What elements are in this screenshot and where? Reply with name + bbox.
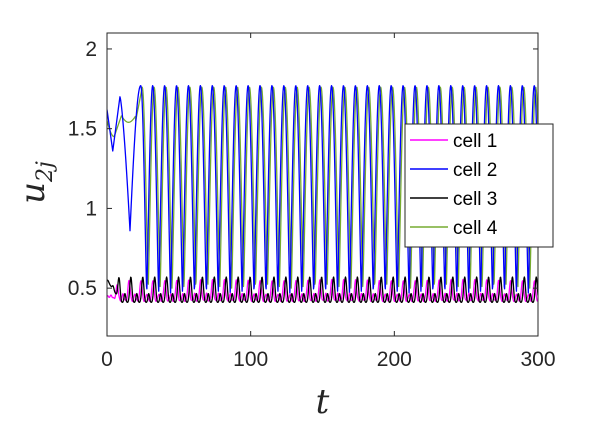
legend-entry: cell 1 <box>453 131 497 152</box>
y-axis-label-subscript: 2j <box>33 161 58 183</box>
x-tick-label: 100 <box>233 348 268 371</box>
legend-entry: cell 2 <box>453 160 497 181</box>
series-line-cell-1 <box>107 278 538 303</box>
legend-entry: cell 4 <box>453 218 498 239</box>
y-tick-label: 2 <box>85 38 97 61</box>
y-tick-label: 0.5 <box>68 277 97 300</box>
plot-area <box>107 84 538 304</box>
y-tick-label: 1.5 <box>68 118 97 141</box>
y-axis-label-base: u <box>13 182 53 204</box>
y-tick-label: 1 <box>85 197 97 220</box>
x-axis-label: t <box>316 382 330 422</box>
x-tick-label: 0 <box>101 348 113 371</box>
x-tick-label: 300 <box>520 348 555 371</box>
legend: cell 1 cell 2 cell 3 cell 4 <box>404 123 554 248</box>
x-tick-label: 200 <box>377 348 412 371</box>
legend-entry: cell 3 <box>453 189 497 210</box>
series-line-cell-4 <box>107 86 538 289</box>
y-axis-label: u2j <box>13 161 58 204</box>
ticks: 0 100 200 300 0.5 1 1.5 2 <box>68 33 556 371</box>
series-line-cell-3 <box>107 276 538 304</box>
